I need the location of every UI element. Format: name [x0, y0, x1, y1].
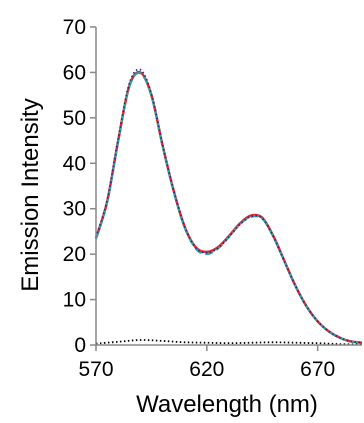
y-tick-label-7: 70 — [63, 16, 86, 39]
y-axis-label: Emission Intensity — [17, 98, 44, 291]
y-tick-label-2: 20 — [63, 243, 86, 266]
series-line-3 — [95, 339, 363, 346]
y-tick-label-4: 40 — [63, 152, 86, 175]
series-line-2 — [95, 72, 363, 344]
y-tick-label-5: 50 — [63, 107, 86, 130]
y-tick-label-3: 30 — [63, 198, 86, 221]
series-line-1 — [95, 68, 363, 344]
x-axis-label: Wavelength (nm) — [136, 391, 318, 418]
x-tick-label-2: 670 — [300, 358, 335, 381]
x-tick-label-1: 620 — [189, 358, 224, 381]
y-tick-label-0: 0 — [74, 334, 86, 357]
x-tick-label-0: 570 — [78, 358, 113, 381]
x-ticks: 570 620 670 — [78, 345, 335, 381]
series-layer — [94, 68, 363, 346]
y-ticks: 0 10 20 30 40 50 60 70 — [63, 16, 96, 357]
series-line-0 — [94, 70, 363, 344]
y-tick-label-6: 60 — [63, 61, 86, 84]
y-tick-label-1: 10 — [63, 289, 86, 312]
